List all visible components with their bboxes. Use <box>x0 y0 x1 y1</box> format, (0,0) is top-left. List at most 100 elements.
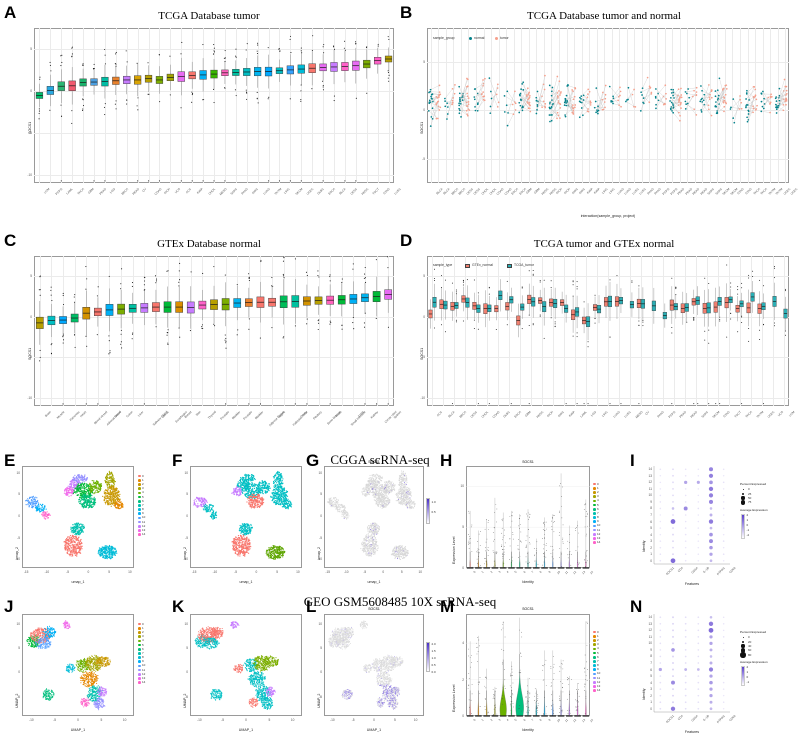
normal-point <box>642 101 644 104</box>
violin-point <box>470 666 471 668</box>
pair-line <box>490 84 498 114</box>
tumor-point <box>451 99 454 102</box>
violin-point <box>478 684 479 685</box>
boxplot-box <box>487 286 492 405</box>
tumor-point <box>677 88 680 91</box>
x-tick-label: 5 <box>108 569 110 574</box>
pair-line <box>612 103 620 106</box>
dot-plot-point <box>697 488 700 490</box>
x-tick-label: THYM <box>273 187 282 196</box>
dot-plot-point <box>684 527 687 529</box>
violin-point <box>527 706 529 708</box>
tumor-point <box>544 103 547 105</box>
pair-line <box>459 105 468 115</box>
x-tick-label: -5 <box>363 569 367 574</box>
violin-point <box>503 546 505 547</box>
panel-B-xlabel: interaction(sample_group, project) <box>580 214 636 218</box>
violin-point <box>577 683 579 684</box>
dot-plot-point <box>697 559 700 562</box>
tumor-point <box>438 94 440 97</box>
normal-point <box>446 118 448 120</box>
y-tick-label: 5 <box>18 492 20 497</box>
violin-point <box>492 713 494 715</box>
violin-point <box>485 699 486 700</box>
normal-point <box>536 109 538 111</box>
dot-plot-point <box>659 475 662 477</box>
violin-point <box>504 529 505 531</box>
x-tick-label: -5 <box>53 717 57 722</box>
boxplot-box <box>691 289 696 405</box>
legend-swatch <box>593 495 596 498</box>
legend-swatch <box>593 533 596 536</box>
x-tick-label: 6 <box>522 718 527 723</box>
pair-line <box>462 100 470 111</box>
violin-point <box>559 670 561 672</box>
legend-label: 80 <box>748 652 752 657</box>
tumor-point <box>665 98 667 100</box>
violin-point <box>503 534 505 536</box>
violin-point <box>542 538 543 539</box>
dot-plot-point <box>709 513 713 517</box>
dot-plot-point <box>659 514 662 516</box>
violin-point <box>502 554 503 555</box>
normal-point <box>506 124 509 127</box>
x-tick-label: TGCT <box>733 410 742 419</box>
normal-point <box>627 98 629 101</box>
dot-plot-point <box>659 468 662 471</box>
pair-line <box>549 96 559 116</box>
y-tick-label: 0 <box>423 314 425 319</box>
dot-plot-point <box>697 694 700 697</box>
umap-points <box>194 621 279 710</box>
x-tick-label: UCS <box>174 187 182 195</box>
violin-point <box>551 705 553 707</box>
x-tick-label: CD4 <box>676 566 684 574</box>
normal-point <box>671 110 673 112</box>
pair-line <box>428 92 440 95</box>
legend-swatch <box>138 622 141 626</box>
dot-plot-point <box>697 701 700 704</box>
violin-point <box>496 551 498 553</box>
dot-plot-point <box>659 655 662 658</box>
colorbar-tick-label: 1.0 <box>431 500 436 504</box>
legend-colorbar-tick: 2 <box>746 513 749 518</box>
tumor-point <box>665 92 667 95</box>
y-tick-label: -10 <box>183 557 188 562</box>
normal-point <box>778 99 781 102</box>
dot-plot-point <box>709 661 713 665</box>
tumor-point <box>556 117 558 120</box>
tumor-point <box>451 101 454 104</box>
pair-line <box>672 89 679 96</box>
pair-line <box>567 102 574 109</box>
legend-label: 0 <box>597 481 599 486</box>
violin-point <box>584 686 585 688</box>
violin-point <box>476 646 478 648</box>
pair-line <box>474 79 484 107</box>
umap-points <box>326 470 416 560</box>
violin-shape <box>469 551 471 569</box>
x-tick-label: THCA <box>759 187 769 196</box>
pair-line <box>579 93 589 102</box>
violin-point <box>577 693 578 695</box>
violin-point <box>520 655 522 657</box>
legend-title-average-expression: Average Expression <box>740 660 768 665</box>
violin-point <box>485 558 487 559</box>
violin-point <box>484 706 486 707</box>
boxplot-box <box>636 285 641 405</box>
x-tick-label: 10 <box>290 717 295 722</box>
dot-plot-point <box>672 540 674 543</box>
violin-point <box>544 530 545 531</box>
tumor-point <box>572 107 575 110</box>
dot-plot-point <box>709 648 713 652</box>
violin-point <box>521 636 523 638</box>
violin-shape <box>499 659 507 717</box>
umap-points <box>25 470 124 560</box>
boxplot-box <box>330 45 338 102</box>
normal-point <box>686 102 689 105</box>
colorbar-gradient <box>426 498 430 524</box>
normal-point <box>745 105 747 107</box>
legend-swatch <box>138 483 141 486</box>
tumor-point <box>496 83 499 86</box>
violin-point <box>468 655 469 657</box>
normal-point <box>745 93 748 95</box>
tumor-point <box>710 90 713 93</box>
